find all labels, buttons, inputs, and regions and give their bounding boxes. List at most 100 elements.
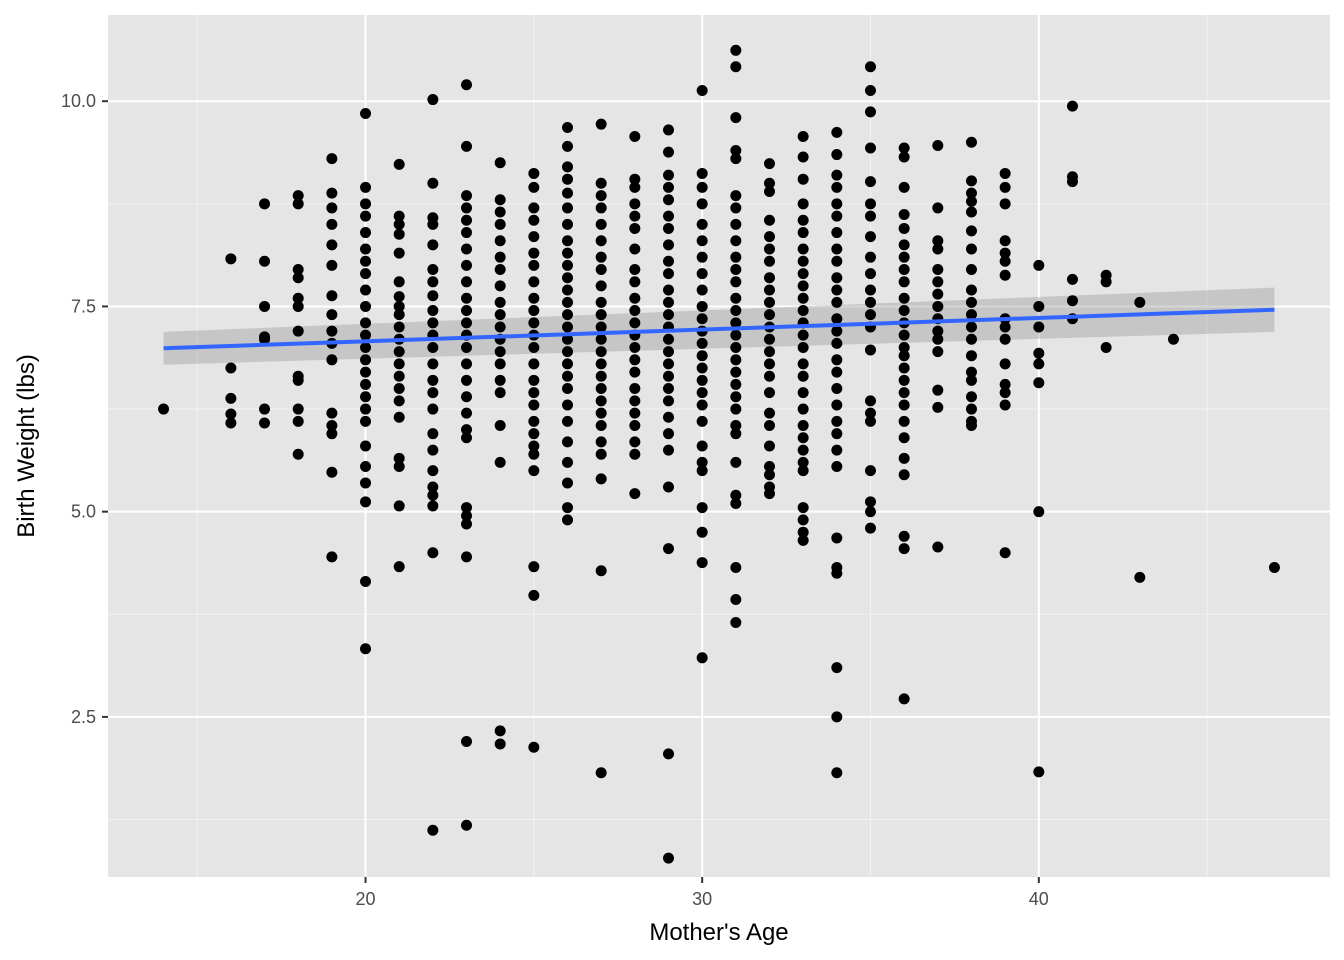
data-point xyxy=(965,333,977,345)
data-point xyxy=(831,767,843,779)
data-point xyxy=(696,526,708,538)
data-point xyxy=(562,161,574,173)
data-point xyxy=(663,296,675,308)
data-point xyxy=(629,181,641,193)
data-point xyxy=(629,317,641,329)
data-point xyxy=(629,198,641,210)
data-point xyxy=(663,383,675,395)
data-point xyxy=(663,358,675,370)
data-point xyxy=(259,198,271,210)
trend-line xyxy=(163,307,1275,351)
data-point xyxy=(932,202,944,214)
data-point xyxy=(360,255,372,267)
data-point xyxy=(259,255,271,267)
x-tick-label: 20 xyxy=(356,889,376,909)
data-point xyxy=(528,358,540,370)
data-point xyxy=(393,500,405,512)
data-point xyxy=(831,210,843,222)
data-point xyxy=(528,305,540,317)
data-point xyxy=(898,350,910,362)
data-point xyxy=(898,181,910,193)
x-axis: 20 30 40 xyxy=(356,877,1049,909)
data-point xyxy=(965,206,977,218)
data-point xyxy=(696,465,708,477)
data-point xyxy=(629,407,641,419)
data-point xyxy=(360,415,372,427)
data-point xyxy=(965,419,977,431)
data-point xyxy=(595,395,607,407)
data-point xyxy=(360,210,372,222)
data-point xyxy=(898,263,910,275)
data-point xyxy=(326,239,338,251)
data-point xyxy=(360,329,372,341)
data-point xyxy=(999,269,1011,281)
data-point xyxy=(999,247,1011,259)
data-point xyxy=(494,235,506,247)
data-point xyxy=(494,309,506,321)
data-point xyxy=(696,218,708,230)
data-point xyxy=(663,210,675,222)
data-point xyxy=(326,325,338,337)
data-point xyxy=(326,153,338,165)
data-point xyxy=(595,436,607,448)
data-point xyxy=(629,395,641,407)
data-point xyxy=(427,824,439,836)
data-point xyxy=(629,366,641,378)
data-point xyxy=(696,502,708,514)
data-point xyxy=(595,296,607,308)
data-point xyxy=(1033,766,1045,778)
data-point xyxy=(494,725,506,737)
data-point xyxy=(1033,259,1045,271)
data-point xyxy=(494,346,506,358)
x-tick-label: 30 xyxy=(692,889,712,909)
data-point xyxy=(864,407,876,419)
data-point xyxy=(965,187,977,199)
data-point xyxy=(864,309,876,321)
data-point xyxy=(562,383,574,395)
data-point xyxy=(528,231,540,243)
data-point xyxy=(292,263,304,275)
data-point xyxy=(663,411,675,423)
data-point xyxy=(528,374,540,386)
data-point xyxy=(864,61,876,73)
data-point xyxy=(629,263,641,275)
data-point xyxy=(797,514,809,526)
data-point xyxy=(797,131,809,143)
data-point xyxy=(427,465,439,477)
data-point xyxy=(965,309,977,321)
data-point xyxy=(1033,358,1045,370)
data-point xyxy=(393,309,405,321)
data-point xyxy=(1100,276,1112,288)
data-point xyxy=(360,496,372,508)
data-point xyxy=(461,202,473,214)
data-point xyxy=(360,181,372,193)
data-point xyxy=(965,374,977,386)
data-point xyxy=(797,419,809,431)
data-point xyxy=(595,473,607,485)
data-point xyxy=(730,112,742,124)
data-point xyxy=(292,448,304,460)
data-point xyxy=(864,522,876,534)
data-point xyxy=(864,176,876,188)
data-point xyxy=(1268,562,1280,574)
data-point xyxy=(898,693,910,705)
data-point xyxy=(393,395,405,407)
data-point xyxy=(562,514,574,526)
data-point xyxy=(360,477,372,489)
data-point xyxy=(461,407,473,419)
data-point xyxy=(797,227,809,239)
data-point xyxy=(696,235,708,247)
data-point xyxy=(494,263,506,275)
data-point xyxy=(696,557,708,569)
data-point xyxy=(292,198,304,210)
data-point xyxy=(360,198,372,210)
data-point xyxy=(292,272,304,284)
data-point xyxy=(797,341,809,353)
data-point xyxy=(999,547,1011,559)
data-point xyxy=(763,284,775,296)
data-point xyxy=(730,276,742,288)
data-point xyxy=(360,268,372,280)
data-point xyxy=(663,239,675,251)
data-point xyxy=(629,243,641,255)
